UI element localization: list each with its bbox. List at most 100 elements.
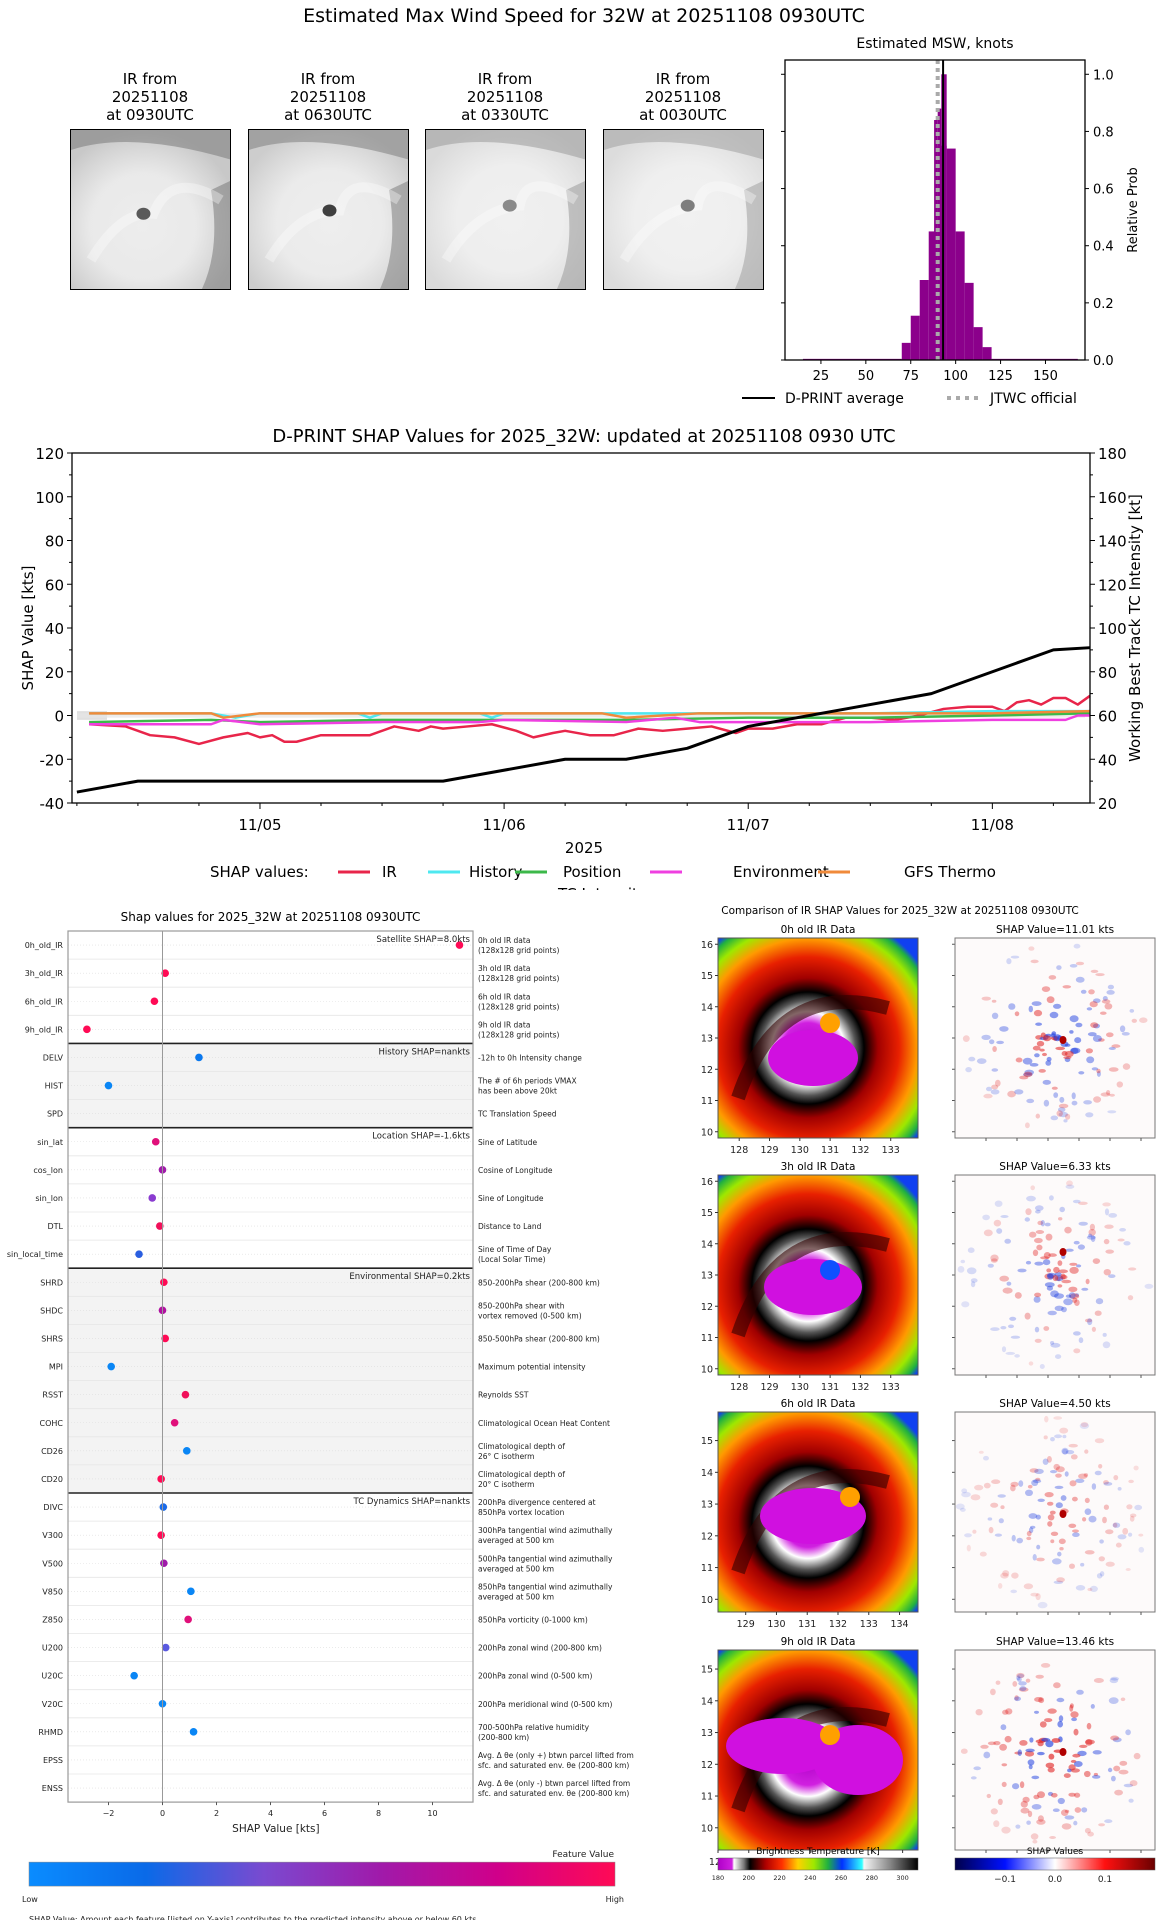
thumbnail-label: 20251108 bbox=[644, 88, 722, 106]
shap-blob bbox=[1014, 1695, 1019, 1701]
shap-blob bbox=[1010, 1484, 1016, 1492]
shap-blob bbox=[1069, 1480, 1077, 1487]
shap-blob bbox=[1030, 959, 1039, 964]
shap-blob bbox=[979, 1551, 987, 1557]
shap-blob bbox=[1029, 1231, 1037, 1238]
bt-colorbar-tick-label: 220 bbox=[773, 1874, 785, 1882]
shap-blob bbox=[976, 1058, 987, 1064]
shap-blob bbox=[1063, 1298, 1073, 1306]
shap-blob bbox=[995, 1680, 1001, 1685]
legend-label-dprint: D-PRINT average bbox=[785, 391, 904, 407]
shap-blob bbox=[1043, 1435, 1048, 1440]
shap-blob bbox=[1072, 1199, 1081, 1204]
feature-description: 200hPa zonal wind (0-500 km) bbox=[478, 1672, 592, 1681]
shap-blob bbox=[1031, 1775, 1040, 1780]
feature-shap-dot bbox=[159, 1503, 168, 1511]
shap-blob bbox=[1091, 1483, 1097, 1490]
ir-satellite-thumbnail bbox=[603, 129, 764, 290]
shap-blob bbox=[1049, 1836, 1056, 1839]
thumbnail-label: 20251108 bbox=[111, 88, 189, 106]
shap-panel-title: SHAP Value=4.50 kts bbox=[999, 1398, 1110, 1410]
shap-blob bbox=[1023, 1071, 1033, 1077]
shap-blob bbox=[1047, 1514, 1055, 1521]
shap-blob bbox=[1008, 1003, 1016, 1010]
shap-blob bbox=[1107, 1110, 1117, 1114]
shap-blob bbox=[1104, 1208, 1110, 1216]
shap-blob bbox=[1047, 1791, 1054, 1796]
shap-blob bbox=[961, 1491, 971, 1498]
shap-blob bbox=[1059, 1547, 1064, 1551]
shap-blob bbox=[1108, 1047, 1116, 1050]
shap-blob bbox=[991, 1012, 999, 1019]
shap-blob bbox=[1098, 1823, 1105, 1827]
shap-map-background bbox=[955, 1412, 1155, 1612]
shap-blob bbox=[1094, 1310, 1102, 1316]
shap-blob bbox=[1033, 1794, 1040, 1800]
shap-blob bbox=[1045, 1060, 1052, 1066]
shap-blob bbox=[997, 1798, 1003, 1805]
feature-name: SHDC bbox=[40, 1306, 63, 1315]
lat-tick-label: 12 bbox=[701, 1531, 713, 1542]
thumbnail-label: IR from bbox=[122, 70, 178, 88]
shap-blob bbox=[966, 1267, 977, 1275]
feature-name: V20C bbox=[42, 1700, 64, 1709]
shap-blob bbox=[1032, 1249, 1039, 1257]
x-tick-label: 8 bbox=[376, 1809, 381, 1818]
ir-eye bbox=[820, 1260, 840, 1280]
feature-shap-dot bbox=[130, 1671, 138, 1680]
feature-shap-dot bbox=[195, 1053, 203, 1062]
shap-blob bbox=[970, 1278, 978, 1283]
shap-blob bbox=[989, 1039, 995, 1045]
thumbnail-label: at 0030UTC bbox=[639, 106, 727, 124]
shap-blob bbox=[1129, 1009, 1135, 1013]
shap-blob bbox=[1117, 1487, 1122, 1491]
shap-blob bbox=[1004, 1238, 1011, 1244]
x-tick-label: 100 bbox=[943, 369, 968, 384]
lon-tick-label: 132 bbox=[851, 1145, 869, 1156]
shap-blob bbox=[1079, 1422, 1090, 1429]
shap-blob bbox=[1028, 1361, 1034, 1366]
thumbnail-label: at 0630UTC bbox=[284, 106, 372, 124]
y-tick-label: 0.8 bbox=[1093, 125, 1114, 140]
shap-blob bbox=[1083, 1473, 1089, 1477]
shap-blob bbox=[1028, 1513, 1038, 1519]
shap-blob bbox=[987, 1263, 994, 1268]
shap-blob bbox=[990, 1327, 1000, 1331]
shap-blob bbox=[1057, 1284, 1063, 1288]
shap-blob bbox=[968, 1056, 976, 1062]
feature-description: 850hPa vortex location bbox=[478, 1508, 565, 1517]
feature-shap-dot bbox=[157, 1475, 165, 1483]
shap-blob bbox=[1133, 1465, 1139, 1471]
shap-blob bbox=[1032, 1554, 1037, 1561]
shap-blob bbox=[1065, 1248, 1074, 1252]
shap-blob bbox=[999, 1275, 1009, 1282]
shap-blob bbox=[1017, 1268, 1027, 1273]
x-tick-label: 75 bbox=[902, 369, 919, 384]
lat-tick-label: 14 bbox=[701, 1002, 713, 1013]
shap-blob bbox=[1047, 1310, 1057, 1316]
shap-peak bbox=[1059, 1748, 1067, 1756]
shap-blob bbox=[1025, 1678, 1031, 1683]
feature-name: V300 bbox=[42, 1531, 63, 1540]
shap-blob bbox=[1138, 1546, 1145, 1553]
msw-histogram-chart: Estimated MSW, knots 25 50 75 100 125 150 0.0 0.… bbox=[742, 36, 1141, 407]
shap-blob bbox=[983, 1482, 991, 1489]
feature-name: ENSS bbox=[42, 1784, 63, 1793]
shap-blob bbox=[1043, 1099, 1050, 1107]
y-tick-label: 0.0 bbox=[1093, 354, 1114, 369]
shap-blob bbox=[1080, 1562, 1085, 1567]
feature-name: 3h_old_IR bbox=[25, 969, 64, 978]
ir-cold-cloud-top bbox=[726, 1718, 840, 1774]
shap-blob bbox=[1029, 1468, 1039, 1473]
shap-blob bbox=[1085, 1318, 1093, 1323]
shap-blob bbox=[1060, 1274, 1068, 1280]
shap-blob bbox=[991, 999, 997, 1003]
shap-blob bbox=[1125, 1729, 1131, 1736]
shap-blob bbox=[1070, 1454, 1078, 1460]
feature-description: Avg. Δ θe (only +) btwn parcel lifted fr… bbox=[478, 1751, 634, 1760]
ir-eye bbox=[820, 1013, 840, 1033]
shap-blob bbox=[1081, 1807, 1088, 1813]
shap-blob bbox=[1131, 1018, 1137, 1023]
shap-blob bbox=[1088, 989, 1095, 995]
lat-tick-label: 11 bbox=[701, 1096, 713, 1107]
